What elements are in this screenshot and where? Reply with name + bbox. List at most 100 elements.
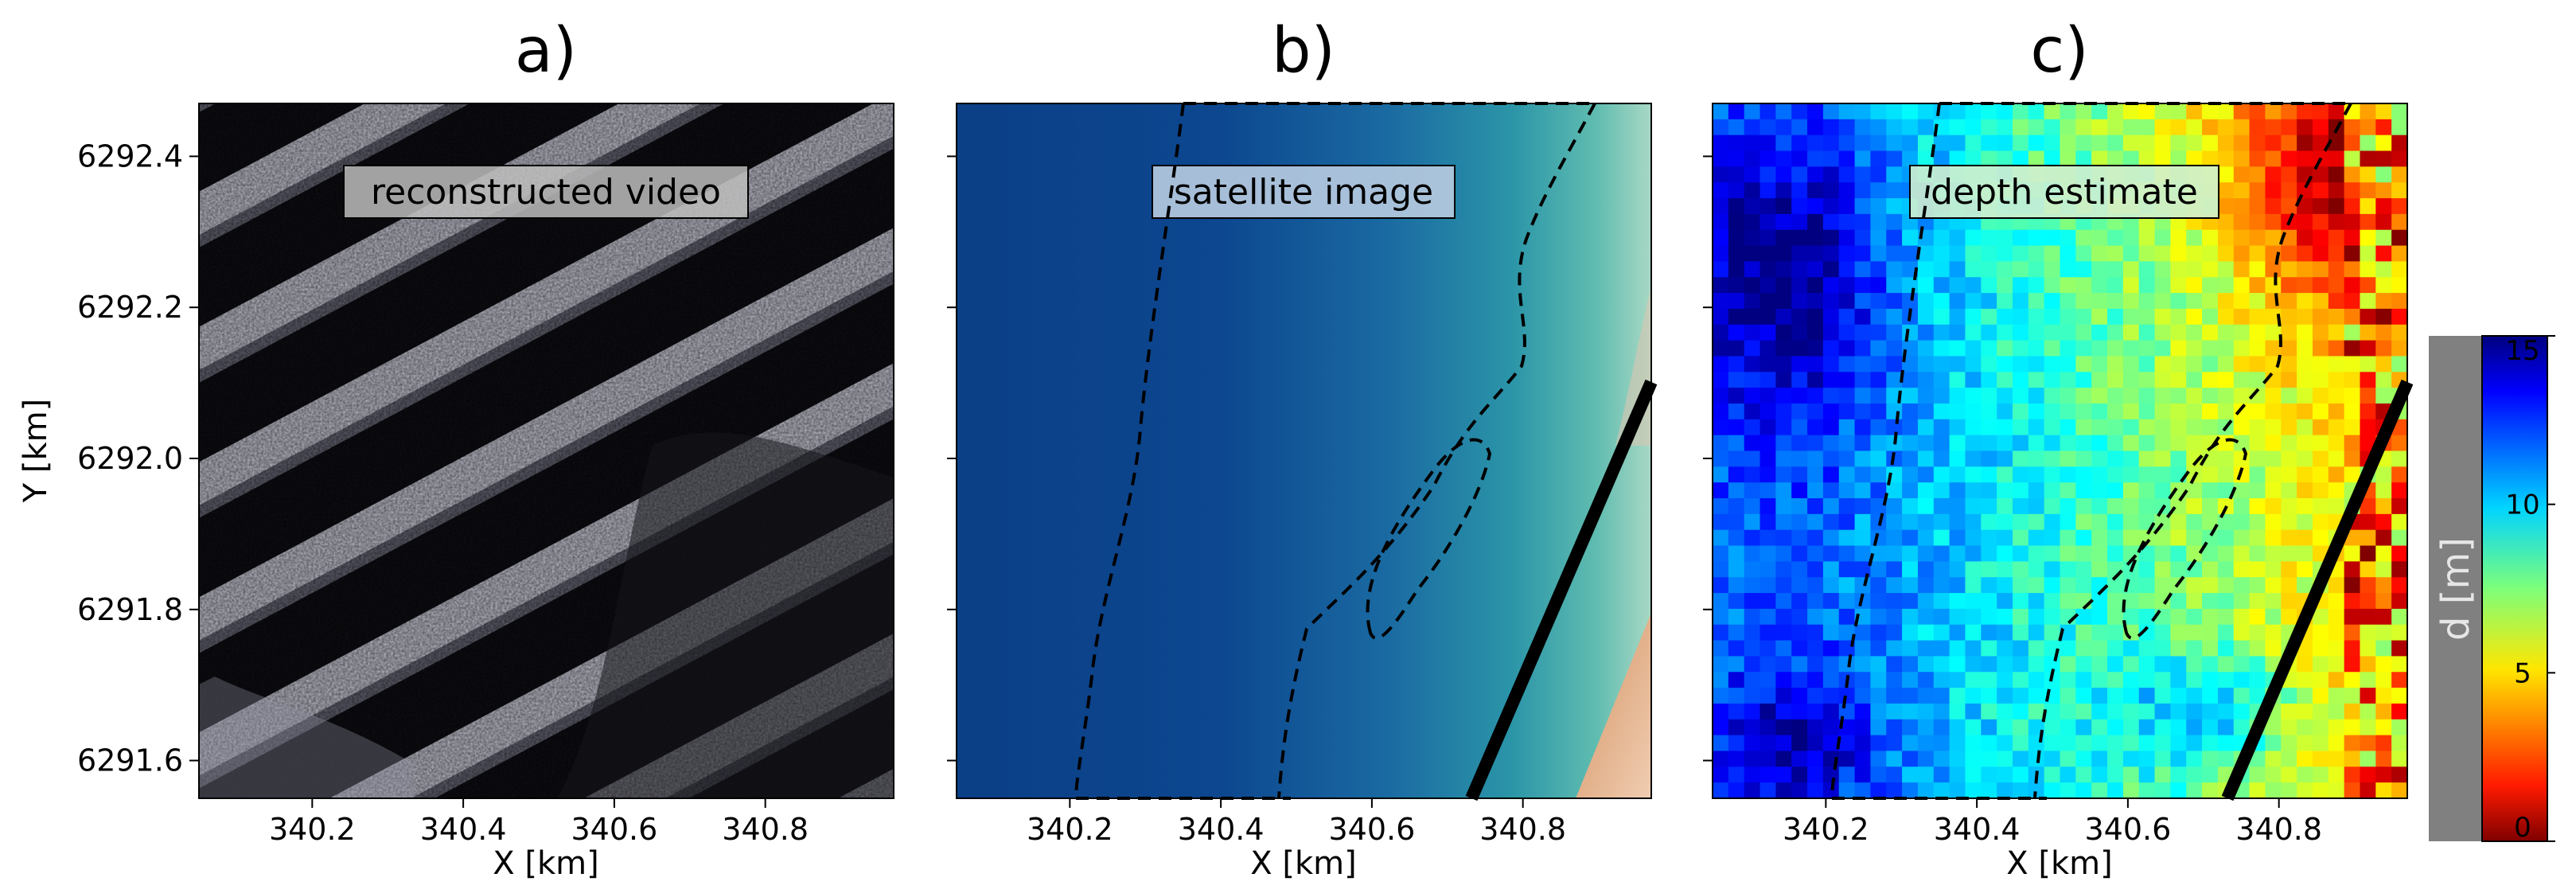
heatmap-cell	[1822, 293, 1840, 310]
heatmap-cell	[2028, 277, 2045, 294]
heatmap-cell	[1933, 435, 1951, 452]
heatmap-cell	[2138, 277, 2156, 294]
heatmap-cell	[2297, 450, 2313, 467]
heatmap-cell	[2122, 735, 2140, 752]
heatmap-cell	[2138, 135, 2156, 152]
heatmap-cell	[2217, 608, 2235, 626]
heatmap-cell	[2060, 324, 2076, 341]
heatmap-cell	[1902, 498, 1919, 515]
heatmap-cell	[1838, 150, 1856, 167]
heatmap-cell	[2091, 703, 2108, 720]
heatmap-cell	[2297, 498, 2313, 515]
heatmap-cell	[2265, 782, 2282, 798]
heatmap-cell	[2012, 545, 2029, 562]
heatmap-cell	[2344, 688, 2361, 704]
panel-a	[199, 103, 894, 798]
heatmap-cell	[1775, 340, 1792, 357]
heatmap-cell	[1854, 656, 1872, 673]
heatmap-cell	[2281, 529, 2297, 547]
heatmap-cell	[1791, 608, 1808, 626]
heatmap-cell	[2249, 182, 2266, 199]
heatmap-cell	[1933, 229, 1951, 247]
heatmap-cell	[2375, 150, 2392, 167]
heatmap-cell	[1917, 308, 1935, 326]
heatmap-cell	[1870, 277, 1887, 294]
heatmap-cell	[2107, 703, 2124, 720]
heatmap-cell	[1981, 513, 1997, 531]
heatmap-cell	[2122, 340, 2140, 357]
heatmap-cell	[2328, 356, 2345, 372]
heatmap-cell	[2028, 545, 2045, 562]
heatmap-cell	[2170, 324, 2187, 341]
heatmap-cell	[2202, 766, 2219, 783]
heatmap-cell	[2012, 324, 2029, 341]
heatmap-cell	[1838, 482, 1856, 499]
heatmap-cell	[2028, 561, 2045, 578]
heatmap-cell	[1997, 703, 2013, 720]
depth-heatmap	[1713, 103, 2407, 798]
heatmap-cell	[2233, 435, 2251, 452]
heatmap-cell	[1728, 466, 1745, 483]
heatmap-cell	[2217, 261, 2235, 278]
heatmap-cell	[2360, 703, 2376, 720]
heatmap-cell	[1870, 213, 1887, 231]
heatmap-cell	[1760, 782, 1776, 798]
heatmap-cell	[2297, 545, 2313, 562]
heatmap-cell	[2028, 513, 2045, 531]
heatmap-cell	[2107, 119, 2124, 136]
heatmap-cell	[1854, 213, 1872, 231]
heatmap-cell	[2091, 419, 2108, 436]
heatmap-cell	[1822, 198, 1840, 215]
heatmap-cell	[2044, 245, 2061, 263]
heatmap-cell	[2328, 388, 2345, 404]
heatmap-cell	[2044, 293, 2061, 310]
heatmap-cell	[1807, 293, 1824, 310]
heatmap-cell	[2391, 735, 2407, 752]
heatmap-cell	[2344, 656, 2361, 673]
heatmap-cell	[2217, 529, 2235, 547]
heatmap-cell	[1791, 577, 1808, 594]
heatmap-cell	[2249, 356, 2266, 372]
heatmap-cell	[2265, 498, 2282, 515]
heatmap-cell	[1713, 245, 1729, 263]
heatmap-cell	[2265, 435, 2282, 452]
heatmap-cell	[2170, 340, 2187, 357]
heatmap-cell	[1870, 419, 1887, 436]
heatmap-cell	[2297, 103, 2313, 120]
heatmap-cell	[1838, 766, 1856, 783]
heatmap-cell	[2044, 324, 2061, 341]
contour-b-1	[1277, 103, 1596, 799]
heatmap-cell	[1791, 593, 1808, 610]
heatmap-cell	[2249, 261, 2266, 278]
heatmap-cell	[2391, 435, 2407, 452]
heatmap-cell	[2360, 119, 2376, 136]
heatmap-cell	[2154, 703, 2171, 720]
heatmap-cell	[2075, 735, 2092, 752]
heatmap-cell	[2170, 545, 2187, 562]
heatmap-cell	[2217, 703, 2235, 720]
heatmap-cell	[1870, 293, 1887, 310]
heatmap-cell	[2249, 103, 2266, 120]
contour-c-1	[2033, 103, 2352, 799]
heatmap-cell	[1854, 135, 1872, 152]
heatmap-cell	[1744, 513, 1761, 531]
heatmap-cell	[1807, 119, 1824, 136]
heatmap-cell	[2344, 435, 2361, 452]
heatmap-cell	[2217, 593, 2235, 610]
heatmap-cell	[2265, 356, 2282, 372]
heatmap-cell	[1807, 624, 1824, 641]
heatmap-cell	[2044, 356, 2061, 372]
heatmap-cell	[2202, 340, 2219, 357]
heatmap-cell	[1775, 435, 1792, 452]
heatmap-cell	[2344, 561, 2361, 578]
heatmap-cell	[2107, 150, 2124, 167]
heatmap-cell	[1870, 624, 1887, 641]
heatmap-cell	[2060, 482, 2076, 499]
heatmap-cell	[1981, 135, 1997, 152]
heatmap-cell	[2281, 545, 2297, 562]
heatmap-cell	[2265, 403, 2282, 420]
heatmap-cell	[1854, 498, 1872, 515]
heatmap-cell	[1791, 182, 1808, 199]
heatmap-cell	[1713, 545, 1729, 562]
